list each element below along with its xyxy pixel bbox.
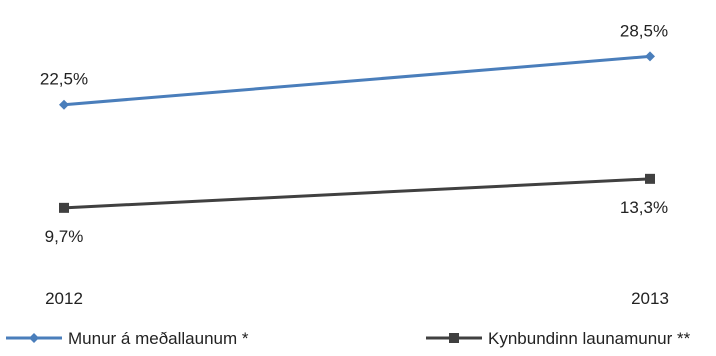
data-point-0-1 [645, 51, 655, 62]
legend-marker-1 [449, 333, 459, 343]
data-point-0-0 [59, 99, 69, 110]
series-line-0 [63, 54, 651, 107]
data-label-1-0: 9,7% [45, 227, 84, 246]
data-label-0-0: 22,5% [40, 70, 88, 89]
legend-marker-0 [29, 333, 39, 343]
x-tick-label-2013: 2013 [631, 289, 669, 308]
data-point-1-0 [59, 202, 69, 213]
series-line-1 [63, 177, 651, 210]
x-tick-label-2012: 2012 [45, 289, 83, 308]
data-point-1-1 [645, 173, 655, 184]
data-label-1-1: 13,3% [620, 198, 668, 217]
legend-label-0: Munur á meðallaunum * [68, 329, 249, 348]
data-label-0-1: 28,5% [620, 21, 668, 40]
legend-label-1: Kynbundinn launamunur ** [488, 329, 691, 348]
